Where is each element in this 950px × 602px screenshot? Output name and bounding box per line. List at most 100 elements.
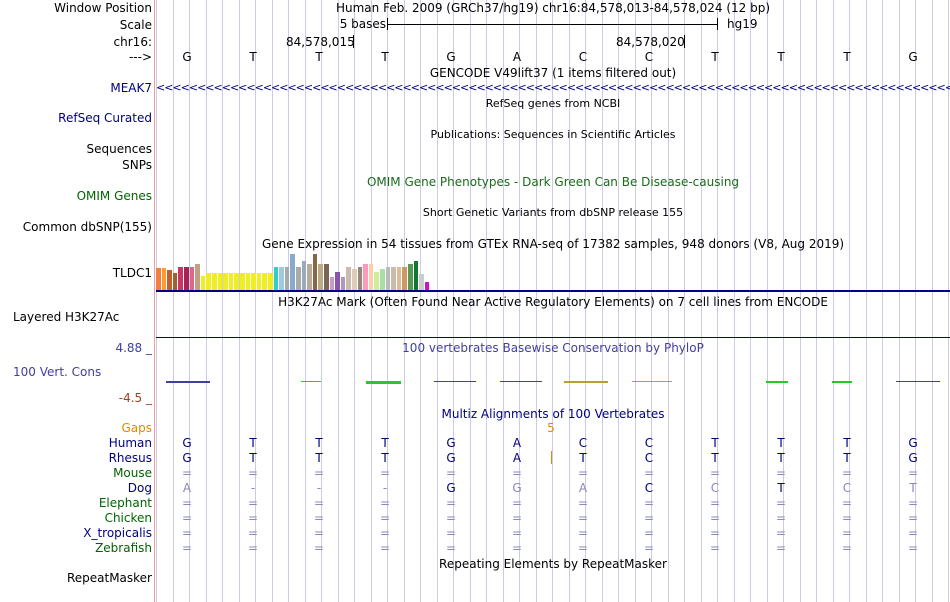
gtex-tissue-bar[interactable] bbox=[172, 273, 178, 290]
alignment-base: A bbox=[512, 451, 522, 465]
gtex-tissue-bar[interactable] bbox=[251, 273, 256, 290]
gtex-tissue-bar[interactable] bbox=[189, 267, 195, 290]
alignment-base: T bbox=[249, 451, 257, 465]
gtex-tissue-bar[interactable] bbox=[380, 269, 385, 290]
gtex-tissue-bar[interactable] bbox=[402, 267, 407, 290]
species-label-elephant[interactable]: Elephant bbox=[98, 496, 152, 510]
base-letter: C bbox=[644, 50, 654, 64]
track-data-pane[interactable]: Human Feb. 2009 (GRCh37/hg19) chr16:84,5… bbox=[156, 0, 950, 602]
alignment-base: = bbox=[445, 466, 457, 480]
species-label-rhesus[interactable]: Rhesus bbox=[108, 451, 152, 465]
gtex-tissue-bar[interactable] bbox=[262, 273, 267, 290]
gtex-tissue-bar[interactable] bbox=[206, 273, 211, 290]
alignment-base: C bbox=[644, 451, 654, 465]
alignment-base: = bbox=[445, 511, 457, 525]
gtex-tissue-bar[interactable] bbox=[357, 267, 363, 290]
alignment-base: G bbox=[182, 451, 192, 465]
gtex-tissue-bar[interactable] bbox=[340, 277, 346, 290]
gtex-tissue-bar[interactable] bbox=[363, 264, 368, 290]
alignment-base: C bbox=[842, 481, 852, 495]
gtex-tissue-bar[interactable] bbox=[234, 273, 239, 290]
gtex-tissue-bar[interactable] bbox=[245, 273, 251, 290]
meak7-gene-feature[interactable]: <<<<<<<<<<<<<<<<<<<<<<<<<<<<<<<<<<<<<<<<… bbox=[156, 81, 950, 94]
track-label-refseq[interactable]: RefSeq Curated bbox=[58, 111, 152, 125]
track-label-omim[interactable]: OMIM Genes bbox=[76, 189, 152, 203]
gtex-tissue-bar[interactable] bbox=[408, 264, 413, 290]
gtex-tissue-bar[interactable] bbox=[268, 273, 273, 290]
strand-toggle[interactable]: ---> bbox=[128, 50, 152, 64]
gtex-tissue-bar[interactable] bbox=[419, 274, 424, 290]
gtex-tissue-bar[interactable] bbox=[279, 267, 284, 290]
alignment-base: = bbox=[511, 511, 523, 525]
track-label-tldc1[interactable]: TLDC1 bbox=[112, 266, 152, 280]
gtex-tissue-bar[interactable] bbox=[396, 267, 402, 290]
gtex-tissue-bar[interactable] bbox=[301, 261, 307, 290]
gtex-tissue-bar[interactable] bbox=[324, 264, 329, 290]
alignment-base: = bbox=[511, 541, 523, 555]
gtex-tissue-bar[interactable] bbox=[273, 267, 279, 290]
alignment-base: = bbox=[643, 526, 655, 540]
gtex-tissue-bar[interactable] bbox=[352, 269, 357, 290]
species-label-human[interactable]: Human bbox=[108, 436, 152, 450]
gridline bbox=[783, 0, 784, 602]
track-label-sequences[interactable]: Sequences bbox=[86, 142, 152, 156]
gtex-tissue-bar[interactable] bbox=[223, 273, 228, 290]
alignment-base: = bbox=[643, 511, 655, 525]
gtex-expression-bars[interactable] bbox=[156, 250, 950, 290]
species-label-x_tropicalis[interactable]: X_tropicalis bbox=[83, 526, 152, 540]
gtex-tissue-bar[interactable] bbox=[318, 264, 323, 290]
gtex-tissue-bar[interactable] bbox=[161, 268, 167, 290]
gridline bbox=[948, 0, 949, 602]
species-label-chicken[interactable]: Chicken bbox=[104, 511, 152, 525]
gtex-tissue-bar[interactable] bbox=[240, 273, 245, 290]
gtex-tissue-bar[interactable] bbox=[212, 273, 217, 290]
base-letter: C bbox=[578, 50, 588, 64]
alignment-base: G bbox=[512, 481, 522, 495]
gtex-tissue-bar[interactable] bbox=[385, 267, 391, 290]
gtex-tissue-bar[interactable] bbox=[424, 282, 430, 290]
gtex-tissue-bar[interactable] bbox=[346, 267, 351, 290]
gtex-tissue-bar[interactable] bbox=[284, 267, 290, 290]
track-label-snps[interactable]: SNPs bbox=[122, 158, 152, 172]
gtex-tissue-bar[interactable] bbox=[296, 267, 301, 290]
gtex-tissue-bar[interactable] bbox=[391, 267, 396, 290]
alignment-base: - bbox=[250, 481, 256, 495]
alignment-base: = bbox=[841, 541, 853, 555]
gtex-tissue-bar[interactable] bbox=[368, 264, 374, 290]
gtex-tissue-bar[interactable] bbox=[256, 273, 262, 290]
alignment-base: C bbox=[644, 436, 654, 450]
alignment-base: T bbox=[777, 481, 785, 495]
gtex-tissue-bar[interactable] bbox=[374, 272, 379, 290]
track-label-100-vert-cons[interactable]: 100 Vert. Cons bbox=[13, 365, 102, 379]
gtex-tissue-bar[interactable] bbox=[228, 273, 234, 290]
gtex-tissue-bar[interactable] bbox=[156, 268, 161, 290]
track-label-gaps[interactable]: Gaps bbox=[121, 421, 152, 435]
gtex-tissue-bar[interactable] bbox=[413, 261, 419, 290]
species-label-dog[interactable]: Dog bbox=[127, 481, 152, 495]
alignment-base: T bbox=[381, 436, 389, 450]
gtex-tissue-bar[interactable] bbox=[167, 270, 172, 290]
gridline bbox=[437, 0, 438, 602]
gtex-tissue-bar[interactable] bbox=[329, 277, 335, 290]
alignment-base: = bbox=[775, 496, 787, 510]
gtex-tissue-bar[interactable] bbox=[195, 264, 200, 290]
alignment-base: = bbox=[643, 496, 655, 510]
gtex-tissue-bar[interactable] bbox=[200, 276, 206, 290]
species-label-mouse[interactable]: Mouse bbox=[113, 466, 152, 480]
gtex-tissue-bar[interactable] bbox=[217, 273, 223, 290]
track-label-meak7[interactable]: MEAK7 bbox=[110, 81, 152, 95]
gtex-tissue-bar[interactable] bbox=[184, 267, 189, 290]
gtex-tissue-bar[interactable] bbox=[312, 254, 318, 290]
gtex-tissue-bar[interactable] bbox=[335, 272, 340, 290]
alignment-base: = bbox=[577, 496, 589, 510]
alignment-base: T bbox=[381, 451, 389, 465]
species-label-zebrafish[interactable]: Zebrafish bbox=[95, 541, 152, 555]
gtex-tissue-bar[interactable] bbox=[307, 264, 312, 290]
gridline bbox=[486, 0, 487, 602]
gtex-tissue-bar[interactable] bbox=[290, 254, 295, 290]
gridline bbox=[701, 0, 702, 602]
gtex-tissue-bar[interactable] bbox=[178, 267, 183, 290]
track-label-repeatmasker[interactable]: RepeatMasker bbox=[66, 571, 152, 585]
track-label-dbsnp[interactable]: Common dbSNP(155) bbox=[22, 220, 152, 234]
track-label-h3k27ac[interactable]: Layered H3K27Ac bbox=[13, 310, 120, 324]
